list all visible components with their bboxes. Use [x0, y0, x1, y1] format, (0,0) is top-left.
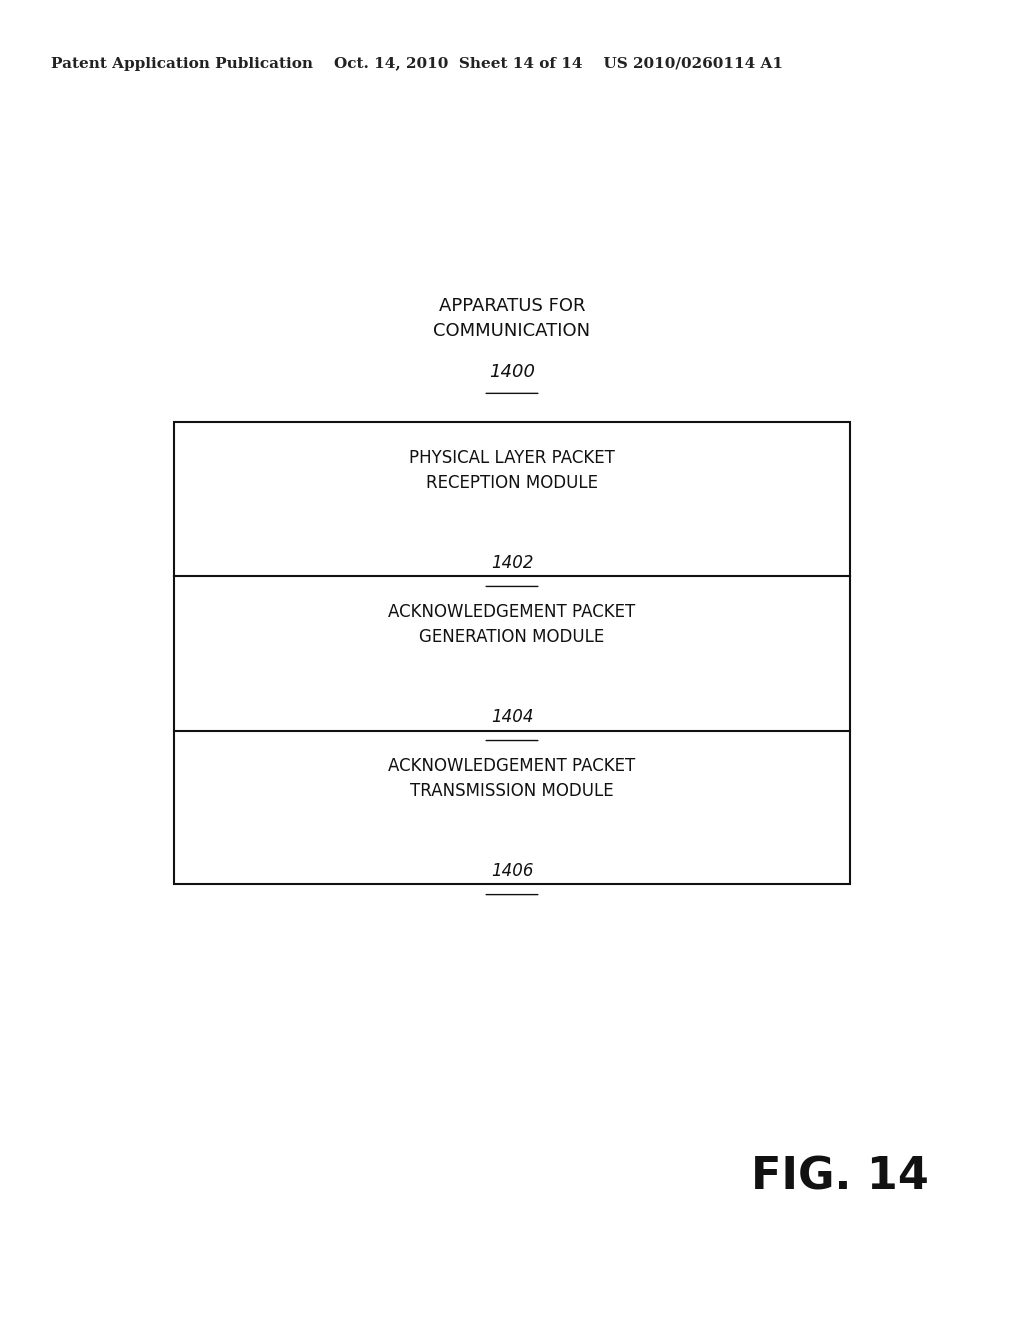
Text: APPARATUS FOR
COMMUNICATION: APPARATUS FOR COMMUNICATION	[433, 297, 591, 341]
Text: FIG. 14: FIG. 14	[751, 1156, 929, 1199]
Text: 1406: 1406	[490, 862, 534, 880]
Text: ACKNOWLEDGEMENT PACKET
TRANSMISSION MODULE: ACKNOWLEDGEMENT PACKET TRANSMISSION MODU…	[388, 756, 636, 800]
Bar	[174, 422, 850, 884]
Text: 1400: 1400	[489, 363, 535, 381]
Text: ACKNOWLEDGEMENT PACKET
GENERATION MODULE: ACKNOWLEDGEMENT PACKET GENERATION MODULE	[388, 603, 636, 645]
Text: Patent Application Publication    Oct. 14, 2010  Sheet 14 of 14    US 2010/02601: Patent Application Publication Oct. 14, …	[51, 57, 783, 71]
Text: 1402: 1402	[490, 553, 534, 572]
Text: 1404: 1404	[490, 708, 534, 726]
Text: PHYSICAL LAYER PACKET
RECEPTION MODULE: PHYSICAL LAYER PACKET RECEPTION MODULE	[409, 449, 615, 492]
